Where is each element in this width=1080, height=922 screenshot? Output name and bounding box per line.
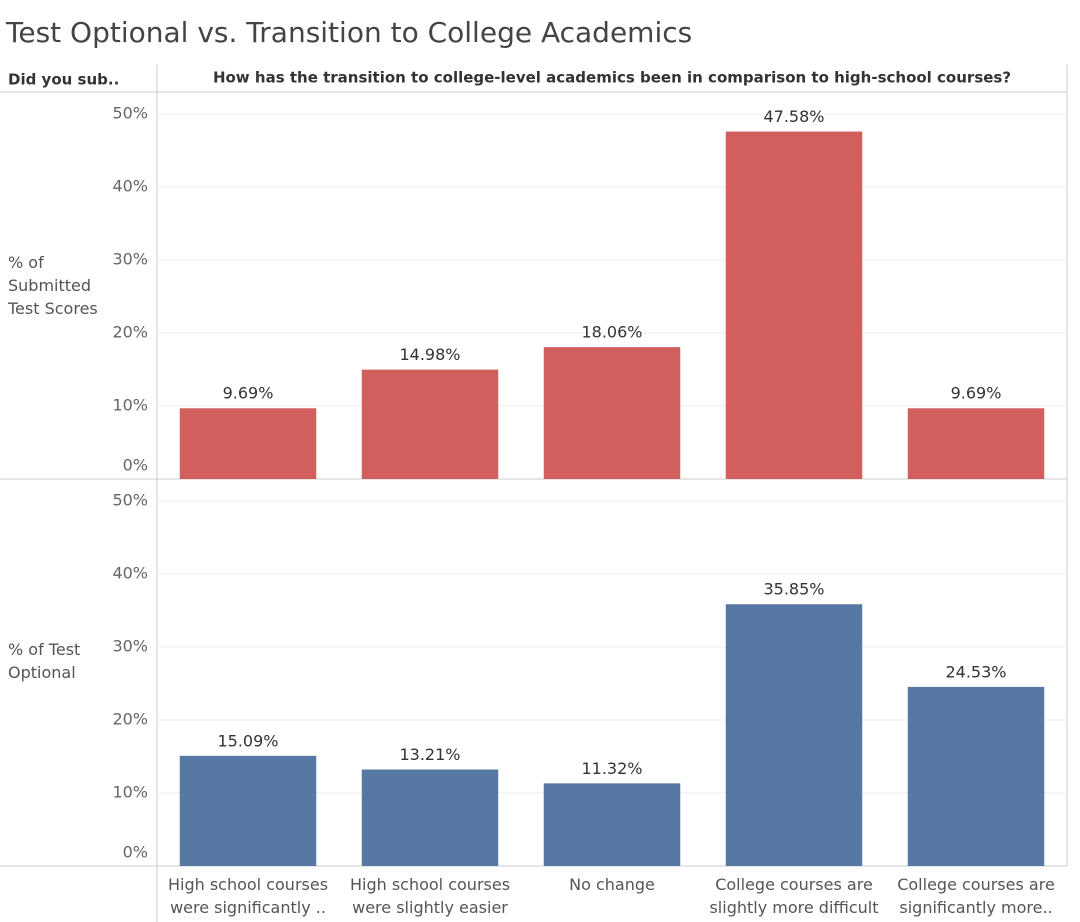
y-tick-label: 20%	[112, 709, 148, 728]
x-tick-label: High school courses were significantly .…	[167, 875, 329, 917]
bar	[179, 755, 317, 866]
bar	[361, 369, 499, 479]
y-tick-label: 30%	[112, 249, 148, 268]
row-header: Did you sub..	[8, 71, 119, 89]
value-label: 47.58%	[763, 107, 824, 126]
bar	[543, 783, 681, 866]
y-tick-label: 0%	[123, 843, 148, 862]
value-label: 15.09%	[217, 731, 278, 750]
y-tick-label: 40%	[112, 176, 148, 195]
x-tick-label: College courses are slightly more diffic…	[709, 875, 879, 917]
y-axis-label: % of Submitted Test Scores	[8, 252, 98, 318]
x-tick-label: High school courses were slightly easier	[349, 875, 511, 917]
y-tick-label: 10%	[112, 395, 148, 414]
bar	[907, 686, 1045, 866]
value-label: 18.06%	[581, 323, 642, 342]
bar	[543, 347, 681, 479]
y-tick-label: 0%	[123, 456, 148, 475]
bar	[725, 604, 863, 866]
x-tick-label: No change	[569, 875, 655, 894]
value-label: 14.98%	[399, 345, 460, 364]
value-label: 13.21%	[399, 745, 460, 764]
y-tick-label: 30%	[112, 636, 148, 655]
value-label: 9.69%	[951, 384, 1002, 403]
bar	[725, 131, 863, 479]
value-label: 9.69%	[223, 384, 274, 403]
x-tick-label: College courses are significantly more..	[897, 875, 1055, 917]
y-tick-label: 40%	[112, 563, 148, 582]
bar	[907, 408, 1045, 479]
column-header: How has the transition to college-level …	[213, 69, 1011, 87]
y-tick-label: 50%	[112, 103, 148, 122]
bar	[361, 769, 499, 866]
value-label: 24.53%	[945, 662, 1006, 681]
value-label: 35.85%	[763, 580, 824, 599]
y-axis-label: % of Test Optional	[8, 639, 81, 682]
value-label: 11.32%	[581, 759, 642, 778]
bar	[179, 408, 317, 479]
chart-title: Test Optional vs. Transition to College …	[5, 16, 692, 49]
y-tick-label: 10%	[112, 782, 148, 801]
y-tick-label: 20%	[112, 322, 148, 341]
y-tick-label: 50%	[112, 490, 148, 509]
